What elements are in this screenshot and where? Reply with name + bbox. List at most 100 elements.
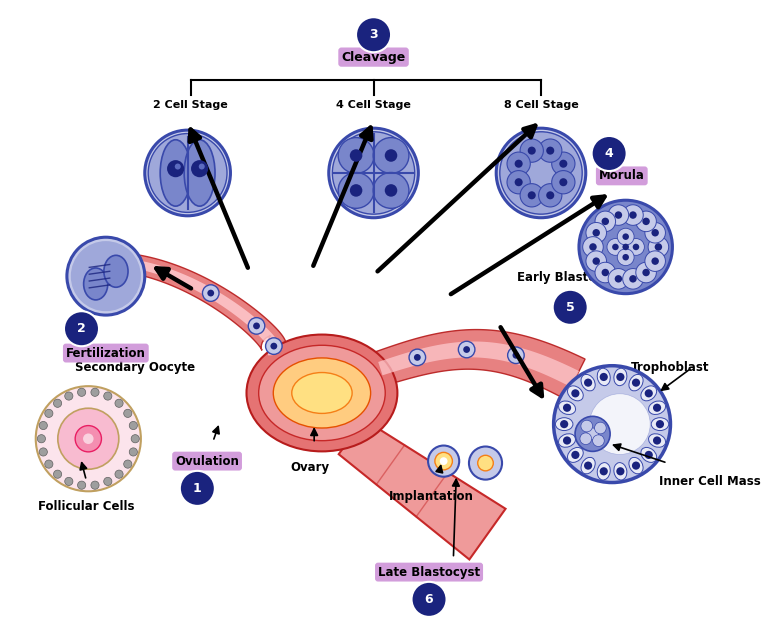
Circle shape: [553, 290, 588, 325]
Circle shape: [575, 417, 610, 452]
Circle shape: [584, 462, 592, 469]
Ellipse shape: [246, 334, 397, 452]
Circle shape: [633, 244, 639, 250]
Circle shape: [77, 481, 86, 489]
Circle shape: [645, 222, 666, 243]
Circle shape: [104, 392, 112, 400]
Circle shape: [538, 183, 562, 207]
Circle shape: [617, 467, 624, 475]
Circle shape: [636, 211, 657, 232]
Circle shape: [67, 237, 145, 315]
Circle shape: [595, 262, 616, 283]
Ellipse shape: [597, 462, 611, 480]
Circle shape: [130, 448, 137, 456]
Circle shape: [623, 269, 644, 289]
Circle shape: [656, 420, 664, 428]
Ellipse shape: [568, 386, 583, 401]
Ellipse shape: [581, 457, 595, 474]
Circle shape: [249, 318, 265, 334]
Circle shape: [546, 147, 555, 155]
Circle shape: [38, 434, 45, 443]
Circle shape: [54, 470, 61, 478]
Circle shape: [199, 164, 205, 169]
Circle shape: [608, 269, 629, 289]
Ellipse shape: [597, 368, 611, 385]
Circle shape: [546, 191, 555, 199]
Circle shape: [130, 422, 137, 429]
Circle shape: [332, 132, 415, 214]
Circle shape: [571, 389, 579, 397]
Circle shape: [651, 257, 659, 265]
Circle shape: [636, 262, 657, 283]
Circle shape: [463, 346, 470, 353]
Circle shape: [583, 237, 604, 257]
Text: Early Blastocyst: Early Blastocyst: [517, 271, 624, 284]
Circle shape: [179, 471, 215, 506]
Circle shape: [428, 445, 459, 476]
Ellipse shape: [291, 373, 352, 413]
Circle shape: [123, 409, 132, 417]
Circle shape: [591, 136, 627, 171]
Circle shape: [538, 139, 562, 162]
Circle shape: [622, 244, 629, 250]
Circle shape: [648, 237, 669, 257]
Text: 4 Cell Stage: 4 Cell Stage: [336, 100, 411, 110]
Circle shape: [414, 354, 421, 361]
Circle shape: [653, 436, 661, 445]
Ellipse shape: [160, 140, 191, 206]
Circle shape: [627, 238, 644, 255]
Text: 2: 2: [77, 322, 86, 335]
Circle shape: [469, 447, 502, 480]
Circle shape: [586, 251, 607, 271]
Ellipse shape: [568, 447, 583, 462]
Circle shape: [77, 388, 86, 396]
Text: Ovary: Ovary: [291, 461, 330, 474]
Circle shape: [39, 422, 48, 429]
Circle shape: [589, 243, 597, 251]
Ellipse shape: [649, 434, 666, 447]
Text: 3: 3: [369, 28, 378, 41]
Circle shape: [632, 462, 640, 469]
Circle shape: [507, 152, 530, 175]
Circle shape: [167, 160, 184, 177]
Circle shape: [653, 404, 661, 412]
Circle shape: [478, 455, 493, 471]
Circle shape: [559, 160, 568, 168]
Circle shape: [148, 134, 227, 212]
Circle shape: [39, 448, 48, 456]
Text: Follicular Cells: Follicular Cells: [38, 500, 135, 513]
Circle shape: [632, 378, 640, 387]
Circle shape: [586, 222, 607, 243]
Circle shape: [58, 408, 119, 469]
Circle shape: [528, 191, 536, 199]
Circle shape: [520, 139, 543, 162]
Circle shape: [590, 394, 650, 455]
Circle shape: [459, 341, 475, 358]
Text: Cleavage: Cleavage: [341, 50, 406, 64]
Polygon shape: [339, 419, 505, 559]
Ellipse shape: [184, 140, 215, 206]
Circle shape: [409, 349, 426, 366]
Circle shape: [350, 184, 362, 197]
Circle shape: [554, 366, 670, 483]
Ellipse shape: [614, 368, 627, 385]
Circle shape: [612, 244, 619, 250]
Circle shape: [594, 422, 606, 434]
Circle shape: [651, 229, 659, 236]
Circle shape: [175, 164, 181, 169]
Circle shape: [617, 228, 634, 245]
Polygon shape: [97, 252, 287, 362]
Circle shape: [435, 452, 453, 470]
Circle shape: [64, 477, 73, 485]
Circle shape: [563, 436, 571, 445]
Circle shape: [600, 467, 607, 475]
Circle shape: [593, 435, 604, 447]
Circle shape: [642, 218, 650, 225]
Circle shape: [131, 434, 140, 443]
Circle shape: [600, 373, 607, 381]
Circle shape: [592, 229, 600, 236]
Circle shape: [515, 160, 522, 168]
Circle shape: [123, 460, 132, 468]
Circle shape: [560, 420, 568, 428]
Circle shape: [617, 373, 624, 381]
